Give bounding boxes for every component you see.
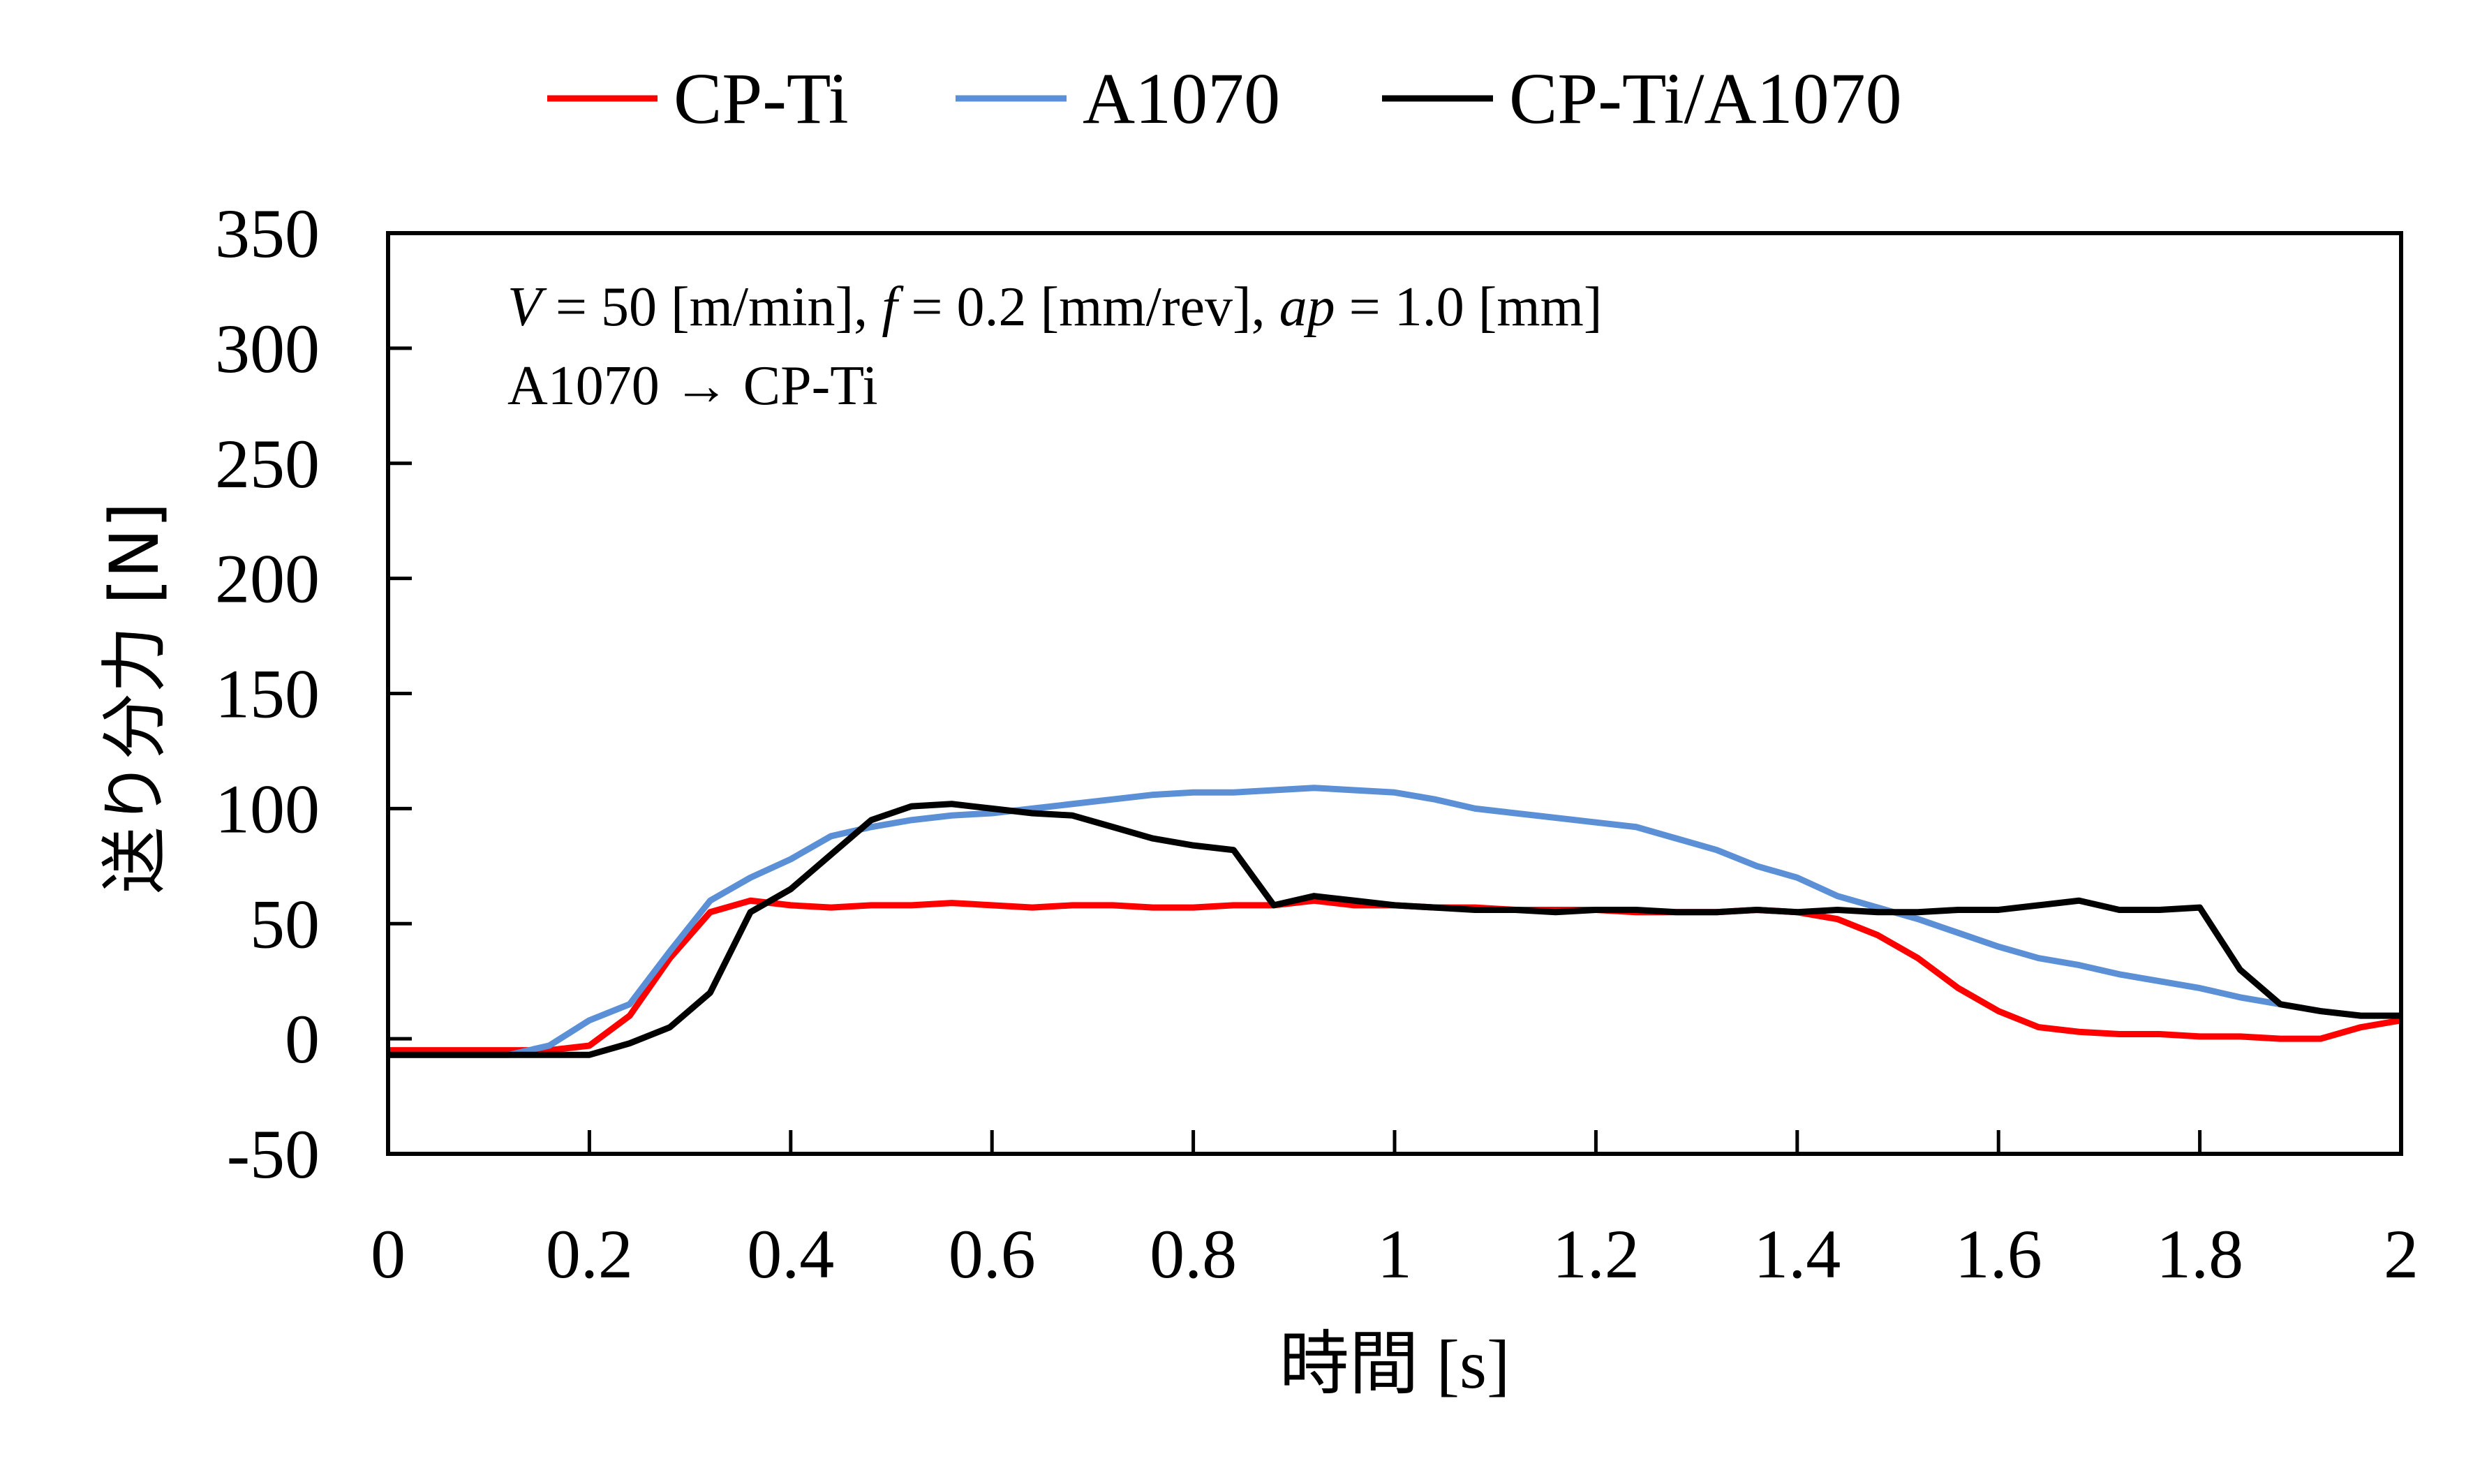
x-tick-label: 0.2 bbox=[546, 1215, 633, 1293]
y-tick-label: 150 bbox=[215, 655, 320, 733]
y-tick-label: 100 bbox=[215, 770, 320, 847]
x-tick-label: 1.6 bbox=[1955, 1215, 2042, 1293]
x-tick-label: 1.2 bbox=[1552, 1215, 1640, 1293]
x-tick-label: 1 bbox=[1377, 1215, 1412, 1293]
y-tick-label: 350 bbox=[215, 195, 320, 272]
x-tick-label: 0.6 bbox=[949, 1215, 1036, 1293]
legend-label-cp-ti: CP-Ti bbox=[674, 59, 849, 139]
y-axis-title: 送り分力 [N] bbox=[96, 502, 174, 893]
y-tick-label: 50 bbox=[250, 885, 320, 963]
x-tick-label: 1.4 bbox=[1753, 1215, 1841, 1293]
x-tick-label: 2 bbox=[2384, 1215, 2419, 1293]
x-tick-label: 0.8 bbox=[1150, 1215, 1237, 1293]
y-tick-label: 200 bbox=[215, 540, 320, 618]
series-line-a1070 bbox=[388, 785, 2401, 1058]
axis-ticks: 0 0.2 0.4 0.6 0.8 1 1.2 1.4 1.6 1.8 2 -50 0 50 100 150 2… bbox=[215, 195, 2419, 1293]
y-tick-label: 300 bbox=[215, 310, 320, 387]
annotation-conditions: V = 50 [m/min], f = 0.2 [mm/rev], ap = 1… bbox=[507, 276, 1603, 338]
x-tick-label: 0.4 bbox=[747, 1215, 834, 1293]
y-tick-label: -50 bbox=[227, 1115, 320, 1193]
annotation-direction: A1070 → CP-Ti bbox=[507, 355, 878, 417]
annotation: V = 50 [m/min], f = 0.2 [mm/rev], ap = 1… bbox=[507, 276, 1603, 417]
series-group bbox=[387, 785, 2402, 1058]
x-tick-label: 1.8 bbox=[2156, 1215, 2243, 1293]
legend-label-a1070: A1070 bbox=[1083, 59, 1280, 139]
y-tick-label: 250 bbox=[215, 425, 320, 503]
x-axis-title: 時間 [s] bbox=[1279, 1326, 1510, 1403]
y-tick-label: 0 bbox=[285, 1000, 320, 1078]
legend: CP-Ti A1070 CP-Ti/A1070 bbox=[547, 59, 1902, 139]
legend-label-cp-ti-a1070: CP-Ti/A1070 bbox=[1509, 59, 1902, 139]
x-tick-label: 0 bbox=[371, 1215, 406, 1293]
